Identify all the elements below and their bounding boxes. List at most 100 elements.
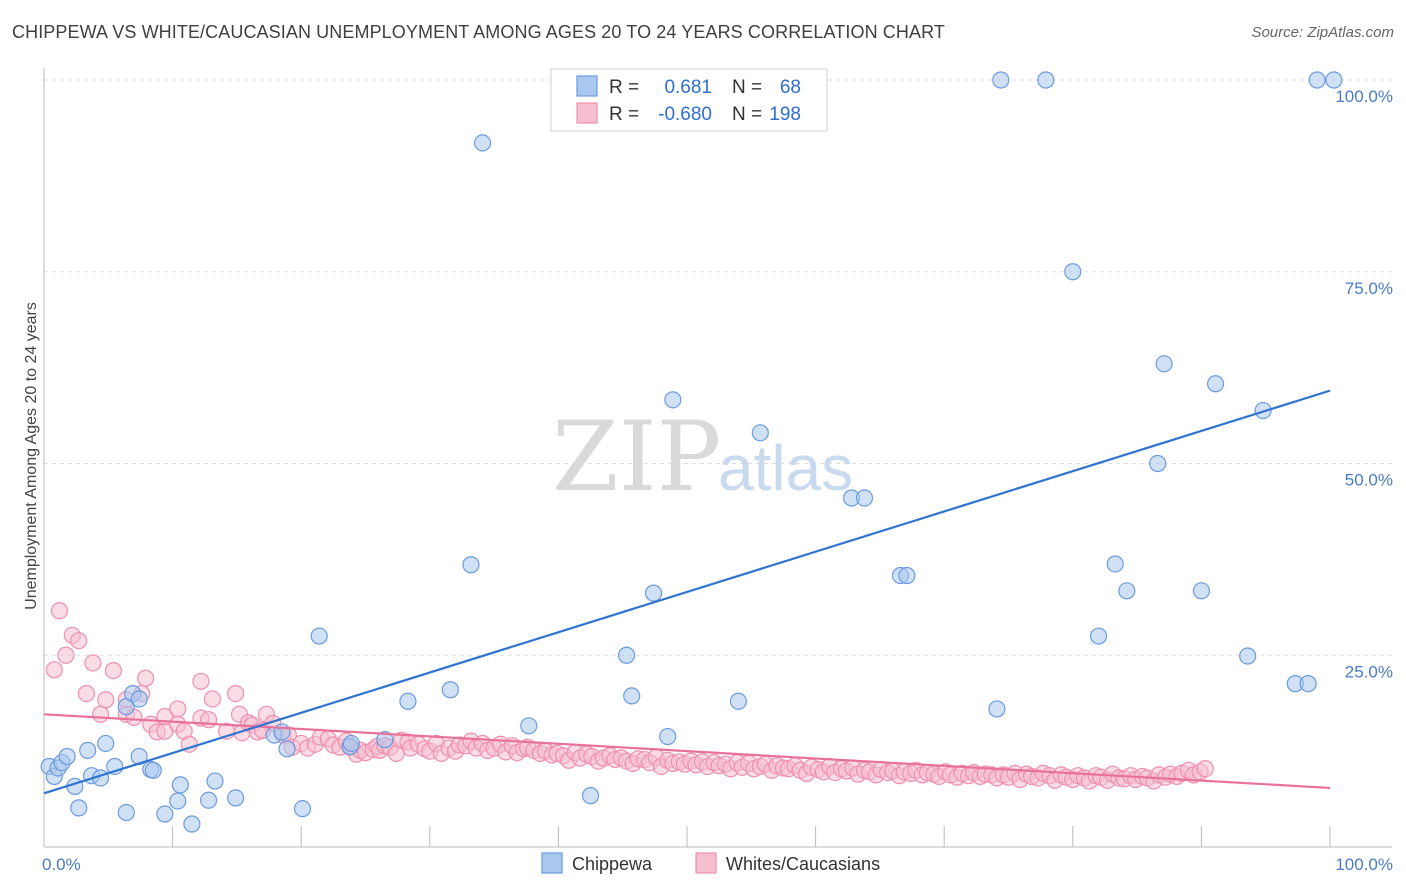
chippewa-point-53 bbox=[1037, 71, 1055, 89]
whites-caucasians-point-25 bbox=[192, 672, 210, 690]
x-tick-label-1: 100.0% bbox=[1335, 855, 1393, 874]
chippewa-point-57 bbox=[1118, 582, 1136, 600]
chippewa-point-67 bbox=[1325, 71, 1343, 89]
whites-caucasians-trend-line bbox=[43, 713, 1331, 790]
chippewa-point-28 bbox=[278, 740, 296, 758]
chippewa-point-32 bbox=[342, 734, 360, 753]
legend-n-value-1: 68 bbox=[780, 77, 801, 98]
y-tick-label-2: 75.0% bbox=[1345, 279, 1393, 298]
chippewa-point-30 bbox=[310, 627, 328, 645]
whites-caucasians-point-20 bbox=[169, 700, 187, 718]
series-legend: Chippewa Whites/Caucasians bbox=[541, 852, 880, 874]
y-tick-label-3: 100.0% bbox=[1335, 87, 1393, 106]
chippewa-point-46 bbox=[751, 424, 769, 442]
chippewa-trend-line bbox=[43, 389, 1331, 795]
chippewa-point-40 bbox=[617, 646, 636, 664]
chippewa-point-23 bbox=[200, 791, 218, 809]
chippewa-point-41 bbox=[623, 687, 641, 705]
whites-caucasians-point-7 bbox=[91, 705, 110, 723]
axes bbox=[43, 68, 1392, 848]
watermark-atlas: atlas bbox=[718, 432, 853, 504]
chart-title: CHIPPEWA VS WHITE/CAUCASIAN UNEMPLOYMENT… bbox=[12, 22, 945, 42]
legend-n-label-1: N = bbox=[732, 77, 762, 98]
watermark: ZIP atlas bbox=[552, 401, 853, 513]
chippewa-point-65 bbox=[1299, 675, 1317, 693]
legend-swatch-chippewa bbox=[576, 75, 598, 97]
bottom-legend-chippewa: Chippewa bbox=[572, 854, 653, 874]
chippewa-point-38 bbox=[520, 717, 538, 735]
chippewa-point-52 bbox=[992, 71, 1010, 89]
chippewa-point-37 bbox=[473, 134, 492, 152]
whites-caucasians-point-5 bbox=[77, 684, 96, 703]
chippewa-point-61 bbox=[1206, 375, 1225, 393]
x-tick-label-0: 0.0% bbox=[42, 855, 81, 874]
whites-caucasians-point-4 bbox=[70, 632, 88, 650]
tick-labels: 25.0% 50.0% 75.0% 100.0% 0.0% 100.0% bbox=[42, 87, 1393, 874]
chippewa-point-21 bbox=[171, 776, 189, 794]
chippewa-point-42 bbox=[644, 584, 663, 602]
chippewa-point-39 bbox=[581, 787, 600, 805]
watermark-zip: ZIP bbox=[552, 401, 721, 513]
chippewa-point-36 bbox=[462, 556, 480, 574]
whites-caucasians-point-14 bbox=[136, 669, 155, 687]
chippewa-point-22 bbox=[183, 815, 201, 833]
whites-caucasians-point-28 bbox=[227, 684, 245, 703]
legend-r-value-2: -0.680 bbox=[658, 104, 712, 125]
chippewa-point-25 bbox=[227, 789, 245, 807]
whites-caucasians-point-24 bbox=[200, 711, 218, 729]
chippewa-point-55 bbox=[1089, 627, 1108, 645]
chippewa-point-43 bbox=[659, 727, 677, 746]
chippewa-point-7 bbox=[79, 741, 97, 759]
y-tick-label-1: 50.0% bbox=[1345, 471, 1393, 490]
chippewa-point-33 bbox=[376, 731, 394, 749]
chippewa-point-44 bbox=[664, 391, 682, 409]
chippewa-point-59 bbox=[1155, 355, 1173, 373]
whites-caucasians-point-8 bbox=[97, 691, 115, 709]
bottom-legend-whites: Whites/Caucasians bbox=[726, 854, 880, 874]
whites-caucasians-point-0 bbox=[45, 661, 63, 679]
legend-n-value-2: 198 bbox=[769, 104, 801, 125]
chippewa-point-18 bbox=[144, 761, 162, 779]
source-credit: Source: ZipAtlas.com bbox=[1251, 24, 1394, 41]
chippewa-point-50 bbox=[898, 566, 916, 585]
chippewa-point-56 bbox=[1106, 555, 1124, 573]
chippewa-point-19 bbox=[156, 805, 174, 823]
chippewa-point-13 bbox=[117, 803, 135, 822]
whites-caucasians-point-197 bbox=[1196, 760, 1214, 778]
legend-r-label-1: R = bbox=[609, 77, 639, 98]
trend-lines bbox=[43, 389, 1331, 795]
whites-caucasians-point-2 bbox=[57, 646, 75, 664]
chippewa-point-45 bbox=[729, 692, 748, 710]
whites-caucasians-point-26 bbox=[203, 690, 222, 708]
chippewa-point-54 bbox=[1064, 263, 1082, 281]
chippewa-point-4 bbox=[58, 747, 76, 766]
chippewa-point-24 bbox=[206, 772, 224, 790]
chippewa-point-60 bbox=[1192, 582, 1211, 600]
chippewa-point-27 bbox=[273, 723, 291, 741]
chippewa-point-6 bbox=[70, 799, 88, 817]
chippewa-point-20 bbox=[169, 792, 187, 810]
chippewa-point-51 bbox=[988, 700, 1006, 718]
whites-caucasians-point-6 bbox=[84, 654, 102, 672]
legend-r-label-2: R = bbox=[609, 104, 639, 125]
legend-n-label-2: N = bbox=[732, 104, 762, 125]
bottom-legend-swatch-whites bbox=[695, 852, 717, 874]
bottom-legend-swatch-chippewa bbox=[541, 852, 563, 874]
stats-legend: R = 0.681 N = 68 R = -0.680 N = 198 bbox=[550, 68, 828, 132]
chippewa-point-58 bbox=[1149, 454, 1167, 473]
chippewa-point-48 bbox=[855, 489, 874, 507]
chippewa-point-35 bbox=[441, 681, 459, 699]
legend-swatch-whites bbox=[576, 102, 598, 124]
whites-caucasians-point-1 bbox=[50, 602, 69, 620]
y-axis-label: Unemployment Among Ages 20 to 24 years bbox=[23, 302, 40, 610]
chippewa-point-10 bbox=[97, 734, 115, 753]
legend-r-value-1: 0.681 bbox=[664, 77, 712, 98]
chippewa-point-15 bbox=[130, 690, 148, 708]
chippewa-point-34 bbox=[399, 692, 417, 710]
chippewa-point-62 bbox=[1239, 647, 1257, 665]
chippewa-point-66 bbox=[1308, 71, 1326, 89]
y-tick-label-0: 25.0% bbox=[1345, 662, 1393, 681]
chippewa-point-29 bbox=[293, 800, 312, 818]
whites-caucasians-point-9 bbox=[104, 661, 123, 680]
